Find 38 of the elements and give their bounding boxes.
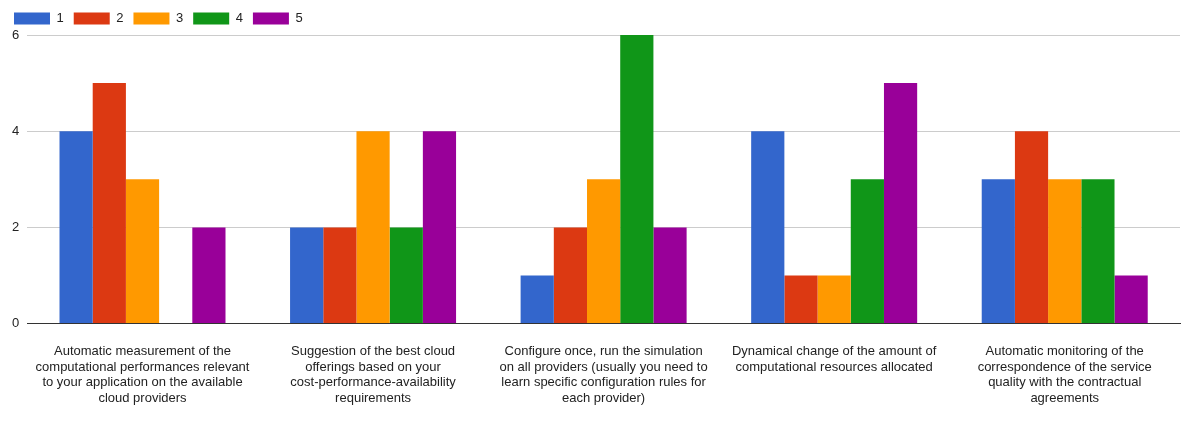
legend-label: 5 xyxy=(295,10,303,26)
bar xyxy=(1081,179,1115,324)
bar xyxy=(620,35,654,324)
bar xyxy=(92,83,126,324)
x-tick-label: Automatic monitoring of the correspondence of the service quality with the contractual agreements xyxy=(977,342,1152,405)
bar xyxy=(59,131,93,324)
bar xyxy=(356,131,390,324)
y-tick-label: 0 xyxy=(12,315,20,331)
x-tick-label: Automatic measurement of the computational performances relevant to your application on the available cloud providers xyxy=(35,342,250,405)
x-tick-label: Dynamical change of the amount of computational resources allocated xyxy=(731,342,937,374)
bar xyxy=(784,275,818,324)
bar xyxy=(323,227,357,324)
bar xyxy=(1114,275,1148,324)
y-tick-label: 6 xyxy=(12,26,20,42)
bar xyxy=(653,227,687,324)
legend-label: 1 xyxy=(56,10,64,26)
bar xyxy=(587,179,621,324)
bar xyxy=(883,83,918,324)
legend-label: 2 xyxy=(116,10,124,26)
bar xyxy=(389,227,423,324)
bar xyxy=(290,227,324,324)
bar xyxy=(520,275,554,324)
bar xyxy=(1014,131,1049,324)
x-tick-label: Suggestion of the best cloud offerings based on your cost-performance-availability requirements xyxy=(290,342,457,405)
bar xyxy=(125,179,160,324)
bar xyxy=(751,131,785,324)
bar xyxy=(981,179,1015,324)
bar xyxy=(817,275,851,324)
bar xyxy=(850,179,884,324)
bar xyxy=(422,131,457,324)
bar xyxy=(553,227,588,324)
y-tick-label: 2 xyxy=(12,218,20,234)
bar xyxy=(1048,179,1082,324)
legend-label: 3 xyxy=(175,10,184,26)
legend-label: 4 xyxy=(235,10,243,26)
bar xyxy=(192,227,226,324)
x-tick-label: Configure once, run the simulation on all providers (usually you need to learn specific configuration rules for each provider) xyxy=(499,342,708,405)
y-tick-label: 4 xyxy=(12,122,20,138)
